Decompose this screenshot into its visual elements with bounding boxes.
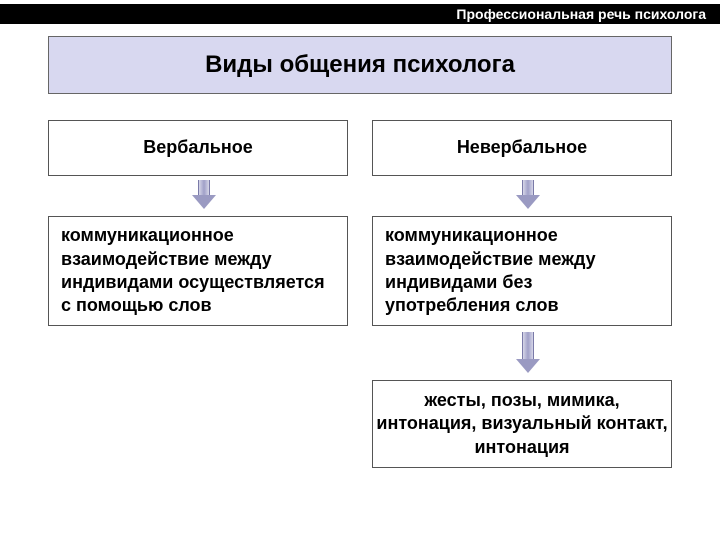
- verbal-description-text: коммуникационное взаимодействие между ин…: [61, 224, 335, 318]
- arrow-down-icon: [516, 332, 540, 373]
- nonverbal-examples-box: жесты, позы, мимика, интонация, визуальн…: [372, 380, 672, 468]
- header-bar: Профессиональная речь психолога: [0, 4, 720, 24]
- nonverbal-heading-box: Невербальное: [372, 120, 672, 176]
- nonverbal-description-box: коммуникационное взаимодействие между ин…: [372, 216, 672, 326]
- arrow-down-icon: [516, 180, 540, 209]
- verbal-heading-box: Вербальное: [48, 120, 348, 176]
- title-box: Виды общения психолога: [48, 36, 672, 94]
- arrow-down-icon: [192, 180, 216, 209]
- nonverbal-heading-text: Невербальное: [457, 136, 587, 159]
- title-text: Виды общения психолога: [205, 51, 515, 79]
- verbal-heading-text: Вербальное: [143, 136, 253, 159]
- header-text: Профессиональная речь психолога: [456, 6, 706, 22]
- nonverbal-description-text: коммуникационное взаимодействие между ин…: [385, 224, 659, 318]
- verbal-description-box: коммуникационное взаимодействие между ин…: [48, 216, 348, 326]
- nonverbal-examples-text: жесты, позы, мимика, интонация, визуальн…: [373, 389, 671, 459]
